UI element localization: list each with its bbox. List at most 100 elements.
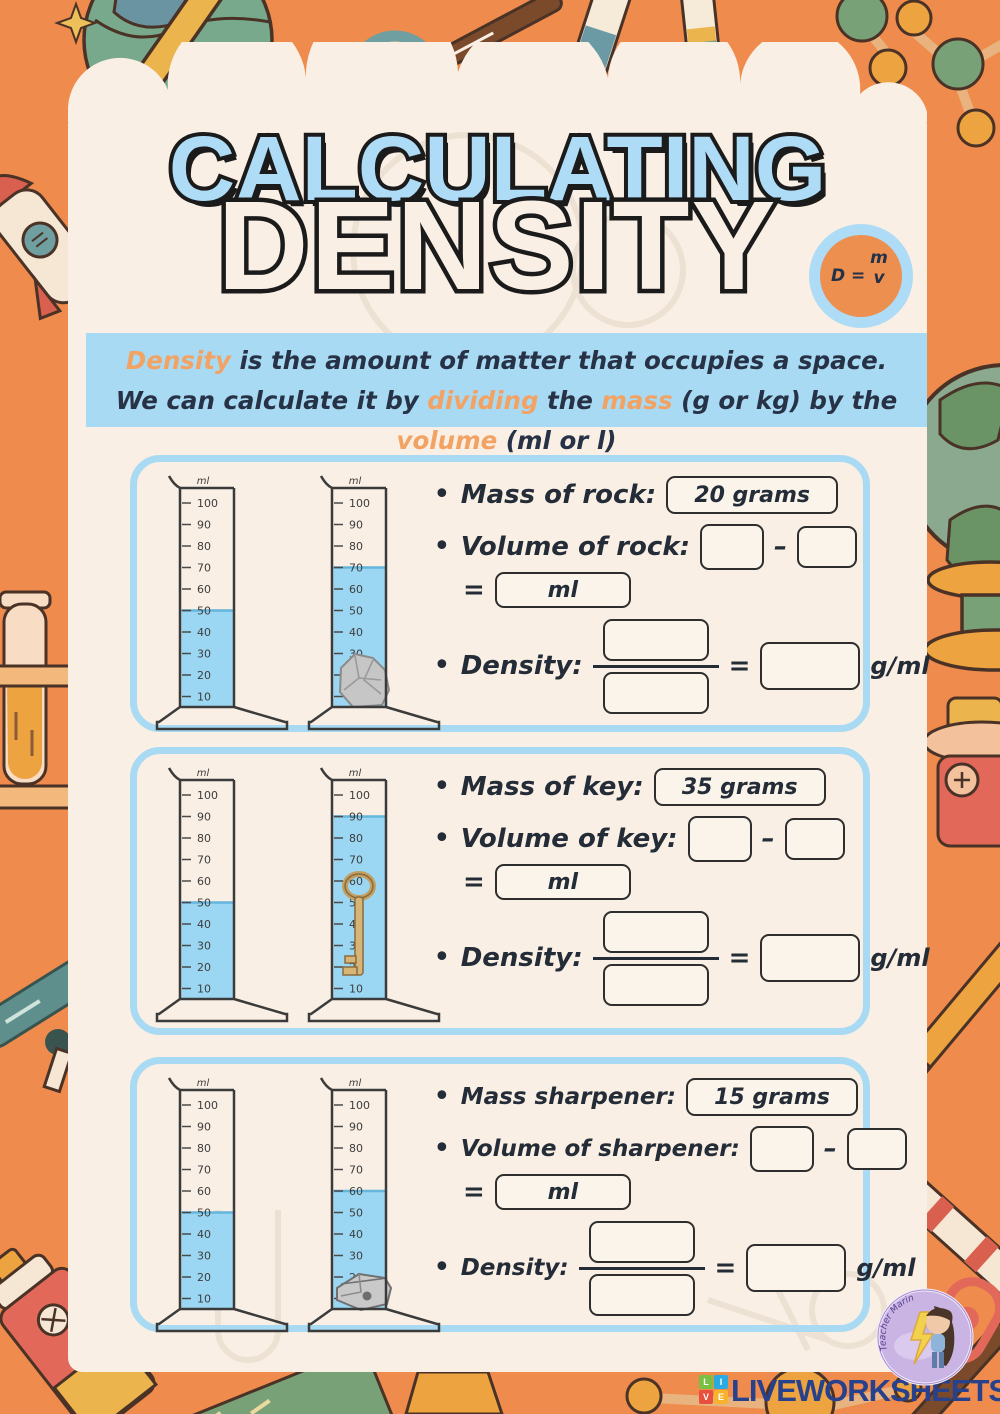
page-title: CALCULATING CALCULATING DENSITY DENSITY	[68, 116, 927, 316]
beaker-icon	[404, 1370, 504, 1414]
svg-text:60: 60	[197, 875, 211, 888]
volume-result-input[interactable]: ml	[494, 572, 631, 608]
density-result-input[interactable]	[760, 934, 861, 982]
svg-text:ml: ml	[349, 476, 362, 487]
cylinder-pair: ml 100 90 80 70 60 50 40 30 20 10 ml 100 90 80 70 60 50 4…	[153, 472, 443, 734]
fraction-bar	[578, 1266, 705, 1270]
mass-row: • Mass sharpener: 15 grams	[433, 1078, 859, 1116]
tube-rack-icon	[0, 590, 88, 810]
svg-text:40: 40	[349, 1228, 363, 1241]
svg-text:50: 50	[197, 605, 211, 618]
denominator-input[interactable]	[602, 671, 709, 714]
mass-value-box: 20 grams	[666, 476, 839, 514]
logo-tile: V	[699, 1390, 713, 1404]
svg-text:70: 70	[197, 1164, 211, 1177]
author-avatar[interactable]: Teacher Marines	[876, 1288, 974, 1386]
svg-text:60: 60	[349, 1185, 363, 1198]
svg-text:30: 30	[197, 1250, 211, 1263]
water-fill	[181, 1211, 233, 1309]
volume-result-row: = ml	[463, 572, 631, 608]
volume-result-input[interactable]: ml	[494, 864, 631, 900]
mass-value-box: 15 grams	[686, 1078, 859, 1116]
volume-input-b[interactable]	[784, 818, 845, 860]
volume-input-a[interactable]	[700, 524, 765, 570]
svg-text:20: 20	[197, 1271, 211, 1284]
svg-text:70: 70	[197, 562, 211, 575]
density-fraction	[578, 1220, 705, 1316]
density-fraction	[592, 618, 719, 714]
volume-input-b[interactable]	[846, 1128, 907, 1170]
battery-icon	[922, 696, 1000, 848]
volume-row: • Volume of rock: –	[433, 524, 858, 570]
cylinder-scale-labels: ml 100 90 80 70 60 50 40 30 20 10	[182, 476, 218, 704]
svg-text:50: 50	[349, 1207, 363, 1220]
ml-unit: ml	[547, 869, 579, 895]
svg-text:ml: ml	[197, 476, 210, 487]
sparkle-icon	[54, 1, 98, 45]
fraction-bar	[592, 664, 719, 668]
graduated-cylinder-water-only: ml 100 90 80 70 60 50 40 30 20 10	[155, 475, 289, 731]
svg-text:10: 10	[349, 983, 363, 996]
equals-sign: =	[463, 867, 485, 897]
numerator-input[interactable]	[602, 618, 709, 661]
density-fraction	[592, 910, 719, 1006]
desk-globe-icon	[903, 363, 1000, 672]
svg-text:80: 80	[197, 832, 211, 845]
volume-result-input[interactable]: ml	[494, 1174, 631, 1210]
volume-result-row: = ml	[463, 1174, 631, 1210]
cloud-top-edge	[68, 42, 927, 122]
volume-label: Volume of sharpener:	[460, 1136, 740, 1162]
svg-text:80: 80	[349, 832, 363, 845]
svg-text:ml: ml	[197, 768, 210, 779]
svg-text:40: 40	[197, 1228, 211, 1241]
cylinder-outline	[307, 1077, 441, 1333]
svg-text:80: 80	[349, 1142, 363, 1155]
svg-text:90: 90	[349, 1121, 363, 1134]
numerator-input[interactable]	[602, 910, 709, 953]
density-row: • Density: = g/ml	[433, 906, 930, 1010]
mass-row: • Mass of rock: 20 grams	[433, 476, 839, 514]
denominator-input[interactable]	[602, 963, 709, 1006]
ml-unit: ml	[547, 1179, 579, 1205]
title-line-2-outline: DENSITY	[213, 175, 780, 316]
volume-input-a[interactable]	[687, 816, 752, 862]
svg-text:30: 30	[197, 648, 211, 661]
volume-input-a[interactable]	[749, 1126, 814, 1172]
volume-row: • Volume of key: –	[433, 816, 845, 862]
cylinder-outline	[307, 767, 441, 1023]
volume-result-row: = ml	[463, 864, 631, 900]
graduated-cylinder-water-only: ml 100 90 80 70 60 50 40 30 20 10	[155, 1077, 289, 1333]
density-row: • Density: = g/ml	[433, 614, 930, 718]
svg-text:10: 10	[197, 1293, 211, 1306]
formula-numerator: m	[870, 248, 888, 268]
water-fill	[181, 901, 233, 999]
density-result-input[interactable]	[760, 642, 861, 690]
liveworksheets-brand[interactable]: LIVEWORKSHEETS	[731, 1373, 1000, 1408]
density-label: Density:	[460, 651, 583, 681]
molecule-icon	[835, 0, 1000, 148]
svg-text:10: 10	[197, 691, 211, 704]
mass-value-box: 35 grams	[653, 768, 826, 806]
formula-denominator: v	[873, 268, 885, 288]
svg-text:90: 90	[197, 1121, 211, 1134]
density-label: Density:	[460, 943, 583, 973]
title-line-2: DENSITY DENSITY	[68, 175, 927, 316]
svg-text:60: 60	[349, 583, 363, 596]
graduated-cylinder-water-only: ml 100 90 80 70 60 50 40 30 20 10	[155, 767, 289, 1023]
question-box-rock: ml 100 90 80 70 60 50 40 30 20 10 ml 100 90 80 70 60 50 4…	[130, 455, 930, 734]
svg-text:70: 70	[349, 1164, 363, 1177]
equals-sign: =	[463, 575, 485, 605]
svg-text:ml: ml	[349, 1078, 362, 1089]
key-image	[342, 871, 376, 976]
volume-input-b[interactable]	[797, 526, 858, 568]
svg-text:100: 100	[197, 789, 218, 802]
svg-text:100: 100	[349, 1099, 370, 1112]
numerator-input[interactable]	[588, 1220, 695, 1263]
denominator-input[interactable]	[588, 1273, 695, 1316]
mass-label: Mass of rock:	[460, 480, 657, 510]
density-result-input[interactable]	[746, 1244, 847, 1292]
